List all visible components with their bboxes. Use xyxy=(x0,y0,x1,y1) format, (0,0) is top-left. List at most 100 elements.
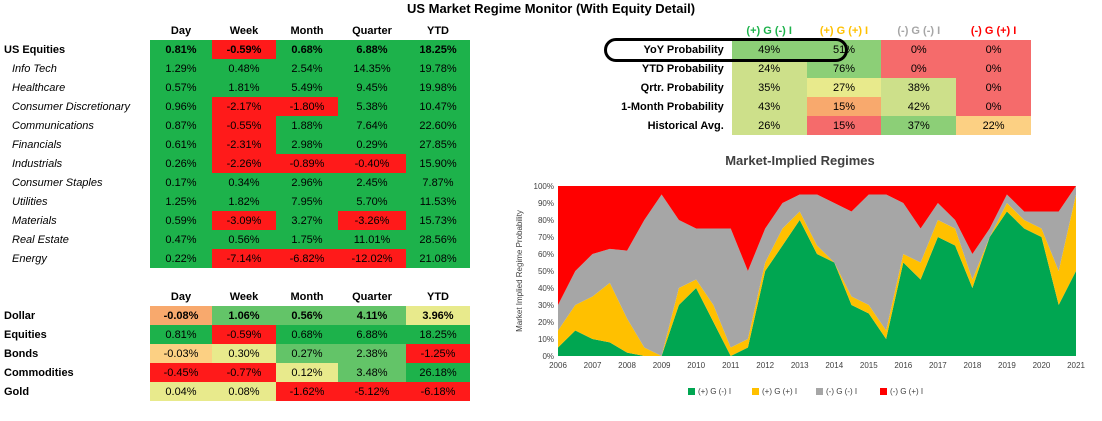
x-tick-label: 2011 xyxy=(722,361,740,370)
legend-label: (+) G (-) I xyxy=(698,387,731,396)
regime-probability-table: (+) G (-) I (+) G (+) I (-) G (-) I (-) G (… xyxy=(567,21,1031,135)
regime-corner xyxy=(567,21,732,40)
equity-row-label: US Equities xyxy=(4,43,66,56)
asset-cell: 0.30% xyxy=(212,344,276,363)
equity-cell: 0.57% xyxy=(150,78,212,97)
equity-row: Consumer Staples 0.17% 0.34% 2.96% 2.45% 7.87… xyxy=(0,173,470,192)
regime-row-label: Qrtr. Probability xyxy=(640,81,724,94)
equity-row-label: Industrials xyxy=(12,157,63,170)
asset-col-header: Day xyxy=(170,290,192,303)
equity-row: Energy 0.22% -7.14% -6.82% -12.02% 21.08% xyxy=(0,249,470,268)
equity-col-header: YTD xyxy=(427,24,449,37)
equity-row: Consumer Discretionary 0.96% -2.17% -1.80% 5… xyxy=(0,97,470,116)
asset-cell: -6.18% xyxy=(406,382,470,401)
equity-cell: 7.95% xyxy=(276,192,338,211)
equity-cell: 15.73% xyxy=(406,211,470,230)
regime-row: YTD Probability 24% 76% 0% 0% xyxy=(567,59,1031,78)
page-title: US Market Regime Monitor (With Equity De… xyxy=(406,1,696,16)
equity-cell: -2.26% xyxy=(212,154,276,173)
equity-cell: 18.25% xyxy=(406,40,470,59)
legend-swatch xyxy=(688,388,695,395)
equity-performance-table: Day Week Month Quarter YTD US Equities 0.81% -0… xyxy=(0,21,470,268)
equity-cell: 28.56% xyxy=(406,230,470,249)
equity-row-label: Financials xyxy=(12,138,62,151)
asset-col-header: Month xyxy=(290,290,324,303)
x-tick-label: 2006 xyxy=(549,361,567,370)
equity-cell: 1.81% xyxy=(212,78,276,97)
asset-cell: 18.25% xyxy=(406,325,470,344)
x-tick-label: 2021 xyxy=(1067,361,1085,370)
equity-row-label: Info Tech xyxy=(12,62,57,75)
asset-row-label: Bonds xyxy=(4,347,39,360)
regime-cell: 43% xyxy=(731,97,807,116)
regime-cell: 0% xyxy=(881,59,957,78)
equity-cell: 2.98% xyxy=(276,135,338,154)
equity-row-label: Materials xyxy=(12,214,57,227)
x-tick-label: 2009 xyxy=(653,361,671,370)
equity-cell: 15.90% xyxy=(406,154,470,173)
equity-cell: 7.87% xyxy=(406,173,470,192)
regime-cell: 15% xyxy=(806,97,882,116)
equity-cell: 5.38% xyxy=(338,97,406,116)
equity-cell: 0.34% xyxy=(212,173,276,192)
equity-row-label: Consumer Discretionary xyxy=(12,100,130,113)
equity-cell: 1.25% xyxy=(150,192,212,211)
y-tick-label: 90% xyxy=(538,199,554,208)
equity-cell: 2.54% xyxy=(276,59,338,78)
y-tick-label: 80% xyxy=(538,216,554,225)
asset-cell: 3.96% xyxy=(406,306,470,325)
equity-cell: 7.64% xyxy=(338,116,406,135)
chart-title: Market-Implied Regimes xyxy=(725,153,875,168)
legend-swatch xyxy=(816,388,823,395)
legend-swatch xyxy=(752,388,759,395)
equity-cell: 0.22% xyxy=(150,249,212,268)
x-tick-label: 2007 xyxy=(584,361,602,370)
equity-cell: 11.01% xyxy=(338,230,406,249)
equity-cell: -3.26% xyxy=(338,211,406,230)
asset-corner xyxy=(0,287,150,306)
x-tick-label: 2012 xyxy=(756,361,774,370)
regime-cell: 26% xyxy=(731,116,807,135)
equity-cell: 27.85% xyxy=(406,135,470,154)
equity-row-label: Energy xyxy=(12,252,47,265)
equity-corner xyxy=(0,21,150,40)
equity-cell: 9.45% xyxy=(338,78,406,97)
equity-cell: 14.35% xyxy=(338,59,406,78)
equity-col-header: Day xyxy=(170,24,192,37)
regime-cell: 35% xyxy=(731,78,807,97)
x-tick-label: 2017 xyxy=(929,361,947,370)
regime-cell: 24% xyxy=(731,59,807,78)
equity-row: Utilities 1.25% 1.82% 7.95% 5.70% 11.53% xyxy=(0,192,470,211)
regime-cell: 27% xyxy=(806,78,882,97)
equity-cell: 3.27% xyxy=(276,211,338,230)
asset-cell: 0.27% xyxy=(276,344,338,363)
equity-row-label: Utilities xyxy=(12,195,48,208)
equity-cell: -0.55% xyxy=(212,116,276,135)
equity-cell: 19.78% xyxy=(406,59,470,78)
regime-cell: 0% xyxy=(956,97,1031,116)
series-area xyxy=(558,186,1076,356)
y-tick-label: 10% xyxy=(538,335,554,344)
asset-cell: -5.12% xyxy=(338,382,406,401)
asset-row: Equities 0.81% -0.59% 0.68% 6.88% 18.25% xyxy=(0,325,470,344)
asset-cell: 4.11% xyxy=(338,306,406,325)
asset-row: Bonds -0.03% 0.30% 0.27% 2.38% -1.25% xyxy=(0,344,470,363)
asset-col-header: YTD xyxy=(427,290,449,303)
equity-row: Healthcare 0.57% 1.81% 5.49% 9.45% 19.98% xyxy=(0,78,470,97)
y-tick-label: 30% xyxy=(538,301,554,310)
equity-cell: 10.47% xyxy=(406,97,470,116)
equity-cell: -0.89% xyxy=(276,154,338,173)
equity-row: Info Tech 1.29% 0.48% 2.54% 14.35% 19.78% xyxy=(0,59,470,78)
asset-cell: -1.25% xyxy=(406,344,470,363)
asset-row: Commodities -0.45% -0.77% 0.12% 3.48% 26.18% xyxy=(0,363,470,382)
equity-row-label: Real Estate xyxy=(12,233,69,246)
legend-label: (+) G (+) I xyxy=(762,387,797,396)
equity-cell: 0.87% xyxy=(150,116,212,135)
legend-label: (-) G (-) I xyxy=(826,387,857,396)
asset-cell: 0.81% xyxy=(150,325,212,344)
regime-cell: 49% xyxy=(731,40,807,59)
regime-cell: 15% xyxy=(806,116,882,135)
regime-row: YoY Probability 49% 51% 0% 0% xyxy=(567,40,1031,59)
equity-cell: 1.29% xyxy=(150,59,212,78)
asset-row-label: Gold xyxy=(4,385,30,398)
